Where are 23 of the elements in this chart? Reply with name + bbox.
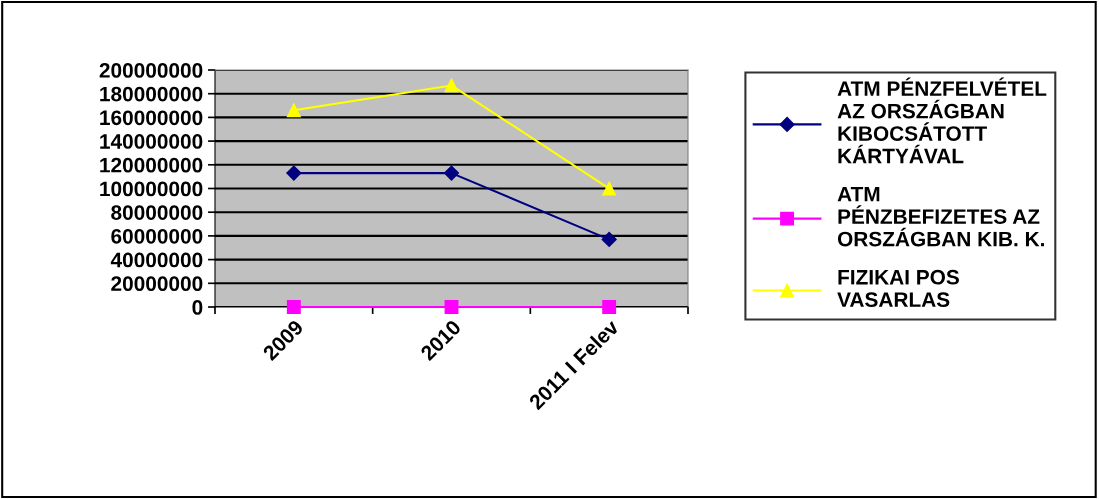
- y-tick-label: 200000000: [99, 63, 203, 78]
- y-tick-label: 80000000: [111, 205, 203, 220]
- point: [602, 181, 617, 196]
- y-tick-label: 40000000: [110, 252, 203, 268]
- legend-label: ATM PÉNZFELVÉTEL AZ ORSZÁGBAN KIBOCSÁTOTT KÁRTYÁVAL: [837, 77, 1047, 164]
- point: [286, 165, 302, 181]
- y-tick-label: 20000000: [111, 276, 203, 292]
- point: [443, 165, 460, 181]
- point: [444, 78, 459, 93]
- y-tick-label: 180000000: [100, 86, 203, 102]
- point: [444, 300, 459, 314]
- point: [286, 103, 301, 118]
- y-tick-label: 60000000: [111, 228, 203, 244]
- y-tick-label: 120000000: [100, 157, 203, 173]
- legend-label: ATM PÉNZBEFIZETES AZ ORSZÁGBAN KIB. K.: [837, 187, 1044, 247]
- y-tick-label: 100000000: [100, 181, 203, 197]
- point: [286, 300, 301, 314]
- y-tick-label: 140000000: [100, 134, 203, 149]
- point: [602, 300, 617, 314]
- legend-label: FIZIKAI POS VASARLAS: [837, 269, 959, 308]
- y-tick-label: 0: [192, 300, 203, 315]
- point: [601, 231, 617, 248]
- y-tick-label: 160000000: [100, 110, 203, 126]
